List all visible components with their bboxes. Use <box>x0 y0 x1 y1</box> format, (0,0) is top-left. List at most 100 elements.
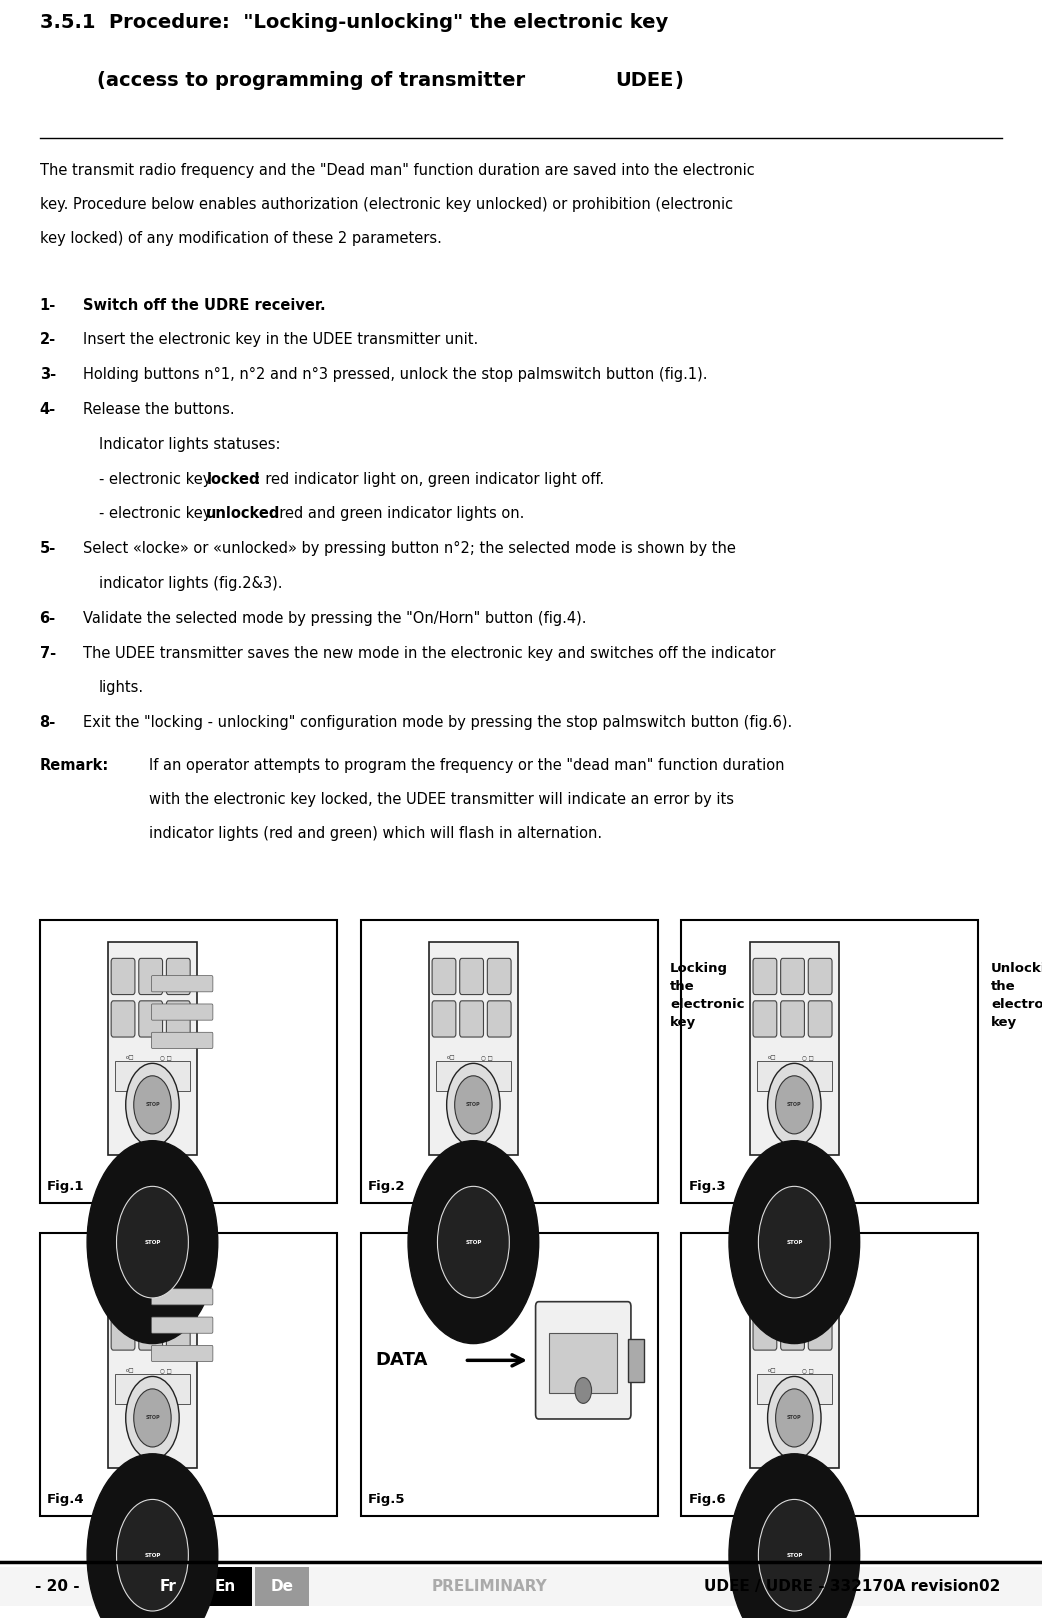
FancyBboxPatch shape <box>111 1002 134 1037</box>
FancyBboxPatch shape <box>115 1375 190 1404</box>
Bar <box>40 921 337 1204</box>
FancyBboxPatch shape <box>432 958 455 995</box>
Text: Unlocking
the
electronic
key: Unlocking the electronic key <box>991 963 1042 1029</box>
FancyBboxPatch shape <box>753 1002 776 1037</box>
FancyBboxPatch shape <box>780 1314 804 1349</box>
Circle shape <box>126 1063 179 1147</box>
Text: indicator lights (red and green) which will flash in alternation.: indicator lights (red and green) which w… <box>149 827 602 841</box>
Circle shape <box>729 1141 860 1343</box>
Circle shape <box>133 1388 171 1446</box>
Text: ): ) <box>674 71 684 91</box>
Text: key locked) of any modification of these 2 parameters.: key locked) of any modification of these… <box>40 231 442 246</box>
Text: STOP: STOP <box>145 1102 159 1107</box>
Text: Fig.6: Fig.6 <box>689 1493 726 1506</box>
Text: with the electronic key locked, the UDEE transmitter will indicate an error by i: with the electronic key locked, the UDEE… <box>149 793 734 807</box>
Text: DATA: DATA <box>375 1351 428 1369</box>
Text: STOP: STOP <box>466 1102 480 1107</box>
Bar <box>255 1566 309 1605</box>
Text: - electronic key: - electronic key <box>99 472 216 487</box>
FancyBboxPatch shape <box>139 1002 163 1037</box>
Circle shape <box>454 1076 492 1134</box>
Text: Remark:: Remark: <box>40 759 108 773</box>
Text: The UDEE transmitter saves the new mode in the electronic key and switches off t: The UDEE transmitter saves the new mode … <box>83 646 776 660</box>
Bar <box>750 1256 839 1468</box>
Circle shape <box>729 1453 860 1618</box>
FancyBboxPatch shape <box>488 1002 511 1037</box>
FancyBboxPatch shape <box>756 1375 832 1404</box>
Text: UDEE: UDEE <box>615 71 673 91</box>
Bar <box>0 1566 1042 1605</box>
Circle shape <box>117 1186 189 1298</box>
Text: 8-: 8- <box>40 715 56 730</box>
Bar <box>108 942 197 1155</box>
Bar <box>549 1333 617 1393</box>
Circle shape <box>768 1063 821 1147</box>
Text: o□: o□ <box>768 1055 776 1060</box>
Circle shape <box>775 1388 813 1446</box>
Text: Fig.4: Fig.4 <box>47 1493 84 1506</box>
FancyBboxPatch shape <box>151 976 213 992</box>
Text: - electronic key: - electronic key <box>99 506 216 521</box>
Text: o□: o□ <box>126 1055 134 1060</box>
FancyBboxPatch shape <box>111 1314 134 1349</box>
Text: Insert the electronic key in the UDEE transmitter unit.: Insert the electronic key in the UDEE tr… <box>83 333 478 348</box>
Circle shape <box>117 1500 189 1612</box>
FancyBboxPatch shape <box>809 958 832 995</box>
Circle shape <box>88 1141 218 1343</box>
Text: Fig.1: Fig.1 <box>47 1180 84 1194</box>
FancyBboxPatch shape <box>460 958 483 995</box>
Text: indicator lights (fig.2&3).: indicator lights (fig.2&3). <box>99 576 282 591</box>
FancyBboxPatch shape <box>151 1288 213 1304</box>
Circle shape <box>88 1453 218 1618</box>
FancyBboxPatch shape <box>167 1272 190 1307</box>
Text: Indicator lights statuses:: Indicator lights statuses: <box>99 437 280 451</box>
Circle shape <box>408 1141 539 1343</box>
FancyBboxPatch shape <box>627 1338 644 1382</box>
Text: o□: o□ <box>768 1367 776 1372</box>
FancyBboxPatch shape <box>460 1002 483 1037</box>
Text: STOP: STOP <box>144 1239 160 1244</box>
Text: The transmit radio frequency and the "Dead man" function duration are saved into: The transmit radio frequency and the "De… <box>40 163 754 178</box>
Text: STOP: STOP <box>786 1553 802 1558</box>
FancyBboxPatch shape <box>780 1002 804 1037</box>
Text: De: De <box>271 1579 294 1594</box>
Circle shape <box>447 1063 500 1147</box>
Text: Locking
the
electronic
key: Locking the electronic key <box>670 963 744 1029</box>
FancyBboxPatch shape <box>756 1061 832 1091</box>
Text: 7-: 7- <box>40 646 55 660</box>
Text: : red indicator light on, green indicator light off.: : red indicator light on, green indicato… <box>251 472 604 487</box>
Text: Fr: Fr <box>159 1579 176 1594</box>
Text: - 20 -: - 20 - <box>35 1579 79 1594</box>
FancyBboxPatch shape <box>151 1003 213 1019</box>
Text: If an operator attempts to program the frequency or the "dead man" function dura: If an operator attempts to program the f… <box>149 759 785 773</box>
FancyBboxPatch shape <box>780 1272 804 1307</box>
FancyBboxPatch shape <box>111 1272 134 1307</box>
FancyBboxPatch shape <box>151 1317 213 1333</box>
Text: Holding buttons n°1, n°2 and n°3 pressed, unlock the stop palmswitch button (fig: Holding buttons n°1, n°2 and n°3 pressed… <box>83 367 708 382</box>
Text: lights.: lights. <box>99 681 144 696</box>
Text: : red and green indicator lights on.: : red and green indicator lights on. <box>265 506 524 521</box>
Circle shape <box>126 1377 179 1459</box>
Bar <box>750 942 839 1155</box>
Circle shape <box>759 1500 830 1612</box>
Bar <box>681 921 978 1204</box>
Text: ○ □: ○ □ <box>480 1055 493 1060</box>
Text: STOP: STOP <box>787 1102 801 1107</box>
Text: Release the buttons.: Release the buttons. <box>83 401 235 417</box>
Circle shape <box>768 1377 821 1459</box>
FancyBboxPatch shape <box>809 1314 832 1349</box>
Text: 6-: 6- <box>40 612 55 626</box>
Text: ○ □: ○ □ <box>801 1055 814 1060</box>
Text: STOP: STOP <box>786 1239 802 1244</box>
FancyBboxPatch shape <box>167 1314 190 1349</box>
Text: STOP: STOP <box>787 1416 801 1421</box>
Circle shape <box>133 1076 171 1134</box>
FancyBboxPatch shape <box>151 1032 213 1048</box>
Text: PRELIMINARY: PRELIMINARY <box>431 1579 548 1594</box>
FancyBboxPatch shape <box>151 1346 213 1362</box>
Text: En: En <box>215 1579 235 1594</box>
FancyBboxPatch shape <box>753 1272 776 1307</box>
Text: unlocked: unlocked <box>206 506 280 521</box>
FancyBboxPatch shape <box>488 958 511 995</box>
Bar <box>141 1566 195 1605</box>
